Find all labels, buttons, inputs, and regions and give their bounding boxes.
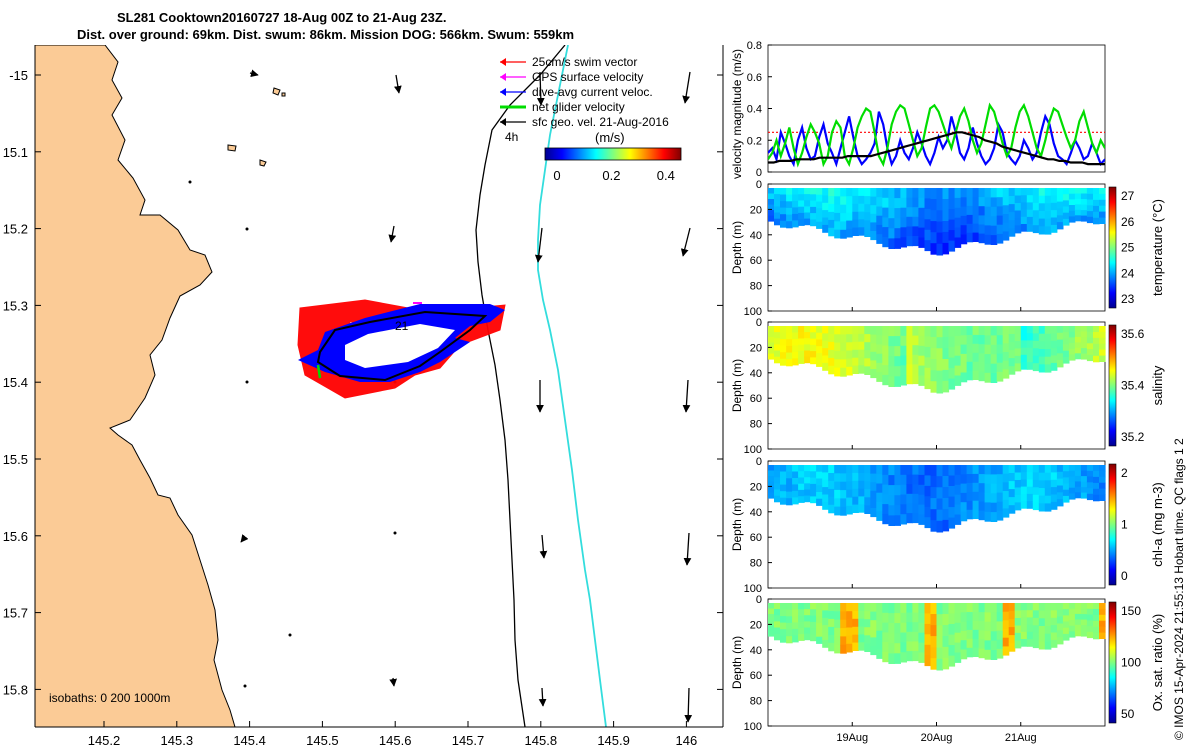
legend-label-net: net glider velocity	[532, 100, 625, 114]
lat-tick-label: 15.5	[3, 452, 28, 467]
legend-label-gps: GPS surface velocity	[532, 70, 643, 84]
longitude-ticks: 145.2 145.3 145.4 145.5 145.6 145.7 145.8 145.9…	[88, 721, 698, 748]
isobath-1000m	[537, 45, 607, 727]
geo-arrow	[536, 71, 545, 106]
net-glider-velocity	[316, 364, 322, 379]
geo-arrow	[393, 74, 402, 94]
legend-label-geo: sfc geo. vel. 21-Aug-2016	[532, 115, 669, 129]
geo-arrow	[249, 69, 259, 78]
legend-entry-geo: sfc geo. vel. 21-Aug-2016	[500, 115, 669, 129]
latitude-ticks: -15 15.1 15.2 15.3 15.4 15.5 15.6 15.7 15.8	[3, 68, 723, 697]
geo-arrow	[388, 225, 397, 243]
glider-track	[316, 310, 488, 382]
speed-colorbar	[544, 147, 682, 161]
lat-tick-label: 15.3	[3, 298, 28, 313]
geo-arrow	[538, 687, 547, 707]
isobath-200m	[475, 45, 566, 727]
lon-tick-label: 145.2	[88, 733, 121, 748]
speed-colorbar-tick: 0	[553, 168, 560, 183]
legend-entry-gps: GPS surface velocity	[500, 70, 643, 84]
geo-arrow	[682, 379, 691, 413]
speed-colorbar-ticks: 0 0.2 0.4	[553, 168, 674, 183]
geo-arrow	[240, 534, 249, 543]
lat-tick-label: 15.7	[3, 606, 28, 621]
land-mass	[35, 45, 236, 727]
geo-velocity-arrows	[240, 69, 693, 723]
lat-tick-label: 15.4	[3, 375, 28, 390]
island	[281, 92, 286, 97]
lon-tick-label: 145.6	[379, 733, 412, 748]
island	[272, 87, 281, 96]
legend-label-swim: 25cm/s swim vector	[532, 55, 637, 69]
lon-tick-label: 145.9	[597, 733, 630, 748]
lat-tick-label: -15	[9, 68, 28, 83]
geo-arrow	[680, 227, 691, 257]
lat-tick-label: 15.1	[3, 145, 28, 160]
island	[227, 144, 237, 152]
lon-tick-label: 145.7	[452, 733, 485, 748]
island	[259, 159, 267, 167]
isobath-label: isobaths: 0 200 1000m	[49, 691, 170, 705]
speed-colorbar-tick: 0.2	[602, 168, 620, 183]
legend-entry-swim: 25cm/s swim vector	[500, 55, 637, 69]
colorbar-unit: (m/s)	[595, 130, 625, 145]
geo-arrow	[682, 71, 691, 104]
legend-entry-net: net glider velocity	[500, 100, 625, 114]
map-legend: 25cm/s swim vector GPS surface velocity …	[500, 55, 682, 183]
lon-tick-label: 145.5	[306, 733, 339, 748]
geo-arrow	[389, 677, 397, 687]
title-line-2: Dist. over ground: 69km. Dist. swum: 86k…	[77, 27, 575, 42]
lon-tick-label: 145.8	[525, 733, 558, 748]
lon-tick-label: 146	[676, 733, 698, 748]
geo-arrow	[684, 687, 693, 723]
geo-arrow	[534, 227, 543, 263]
speed-colorbar-tick: 0.4	[657, 168, 675, 183]
lat-tick-label: 15.8	[3, 682, 28, 697]
geo-arrow	[683, 532, 692, 566]
lat-tick-label: 15.2	[3, 222, 28, 237]
lat-tick-label: 15.6	[3, 529, 28, 544]
glider-label: 21	[395, 319, 409, 333]
geo-arrow	[539, 534, 548, 559]
title-line-1: SL281 Cooktown20160727 18-Aug 00Z to 21-…	[117, 10, 447, 25]
duration-label: 4h	[505, 130, 518, 144]
legend-entry-dive: dive-avg current veloc.	[500, 85, 653, 99]
legend-label-dive: dive-avg current veloc.	[532, 85, 653, 99]
lon-tick-label: 145.3	[161, 733, 194, 748]
lon-tick-label: 145.4	[233, 733, 266, 748]
